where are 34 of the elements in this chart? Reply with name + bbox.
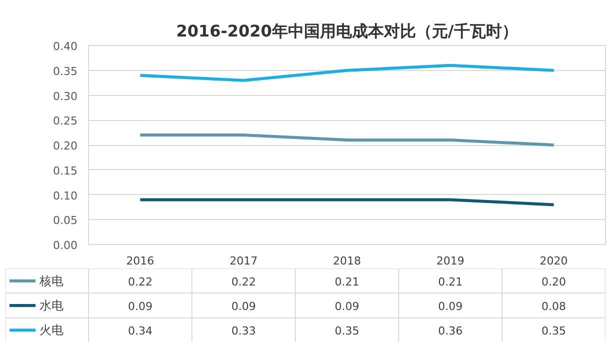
data-label: 0.21 xyxy=(334,275,360,288)
data-label: 0.35 xyxy=(334,324,360,338)
chart-title: 2016-2020年中国用电成本对比（元/千瓦时） xyxy=(176,22,518,40)
legend-label: 火电 xyxy=(40,323,64,338)
data-label: 0.36 xyxy=(438,324,463,338)
x-tick-label: 2020 xyxy=(540,254,568,268)
x-tick-label: 2016 xyxy=(126,254,154,268)
data-label: 0.09 xyxy=(438,300,463,313)
y-tick-label: 0.10 xyxy=(53,189,78,202)
y-tick-label: 0.05 xyxy=(53,214,78,228)
x-tick-label: 2019 xyxy=(436,254,464,268)
data-label: 0.35 xyxy=(542,324,566,338)
y-tick-label: 0.20 xyxy=(53,140,78,152)
y-tick-label: 0.00 xyxy=(53,239,78,252)
x-tick-label: 2017 xyxy=(230,254,258,268)
legend-label: 核电 xyxy=(38,274,64,288)
data-label: 0.08 xyxy=(542,300,566,313)
data-label: 0.09 xyxy=(128,300,152,313)
y-tick-label: 0.25 xyxy=(53,114,78,128)
y-tick-label: 0.35 xyxy=(53,64,78,78)
data-label: 0.22 xyxy=(231,275,256,288)
data-label: 0.09 xyxy=(334,300,360,313)
line-series xyxy=(138,64,556,82)
data-label: 0.09 xyxy=(231,300,256,313)
data-label: 0.33 xyxy=(231,324,256,338)
y-tick-label: 0.40 xyxy=(53,40,78,53)
data-label: 0.34 xyxy=(128,324,152,338)
data-label: 0.20 xyxy=(542,275,566,288)
data-label: 0.21 xyxy=(438,275,463,288)
y-tick-label: 0.15 xyxy=(53,164,78,178)
x-tick-label: 2018 xyxy=(333,254,362,268)
legend-label: 水电 xyxy=(40,298,64,312)
data-label: 0.22 xyxy=(128,275,152,288)
y-tick-label: 0.30 xyxy=(53,90,78,103)
